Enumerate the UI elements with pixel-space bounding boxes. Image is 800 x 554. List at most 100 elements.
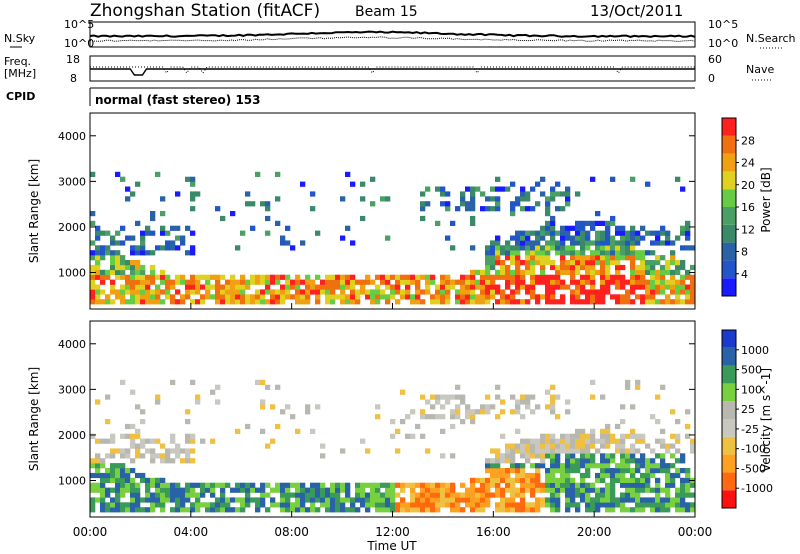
heatmap-cell bbox=[130, 423, 136, 430]
heatmap-cell bbox=[560, 260, 566, 266]
heatmap-cell bbox=[615, 274, 621, 280]
heatmap-cell bbox=[470, 191, 476, 197]
heatmap-cell bbox=[500, 299, 506, 305]
heatmap-cell bbox=[515, 230, 521, 236]
heatmap-cell bbox=[435, 394, 441, 400]
heatmap-cell bbox=[555, 438, 561, 444]
heatmap-cell bbox=[580, 487, 586, 493]
heatmap-cell bbox=[470, 284, 476, 290]
heatmap-cell bbox=[415, 502, 421, 508]
heatmap-cell bbox=[565, 448, 571, 454]
heatmap-cell bbox=[300, 289, 306, 295]
heatmap-cell bbox=[505, 468, 511, 474]
heatmap-cell bbox=[185, 492, 191, 498]
heatmap-cell bbox=[240, 279, 246, 285]
heatmap-cell bbox=[635, 235, 641, 241]
heatmap-cell bbox=[460, 274, 466, 280]
heatmap-cell bbox=[610, 279, 616, 285]
heatmap-cell bbox=[460, 507, 466, 513]
heatmap-cell bbox=[255, 379, 261, 385]
heatmap-cell bbox=[320, 289, 326, 295]
heatmap-cell bbox=[665, 463, 671, 469]
heatmap-cell bbox=[635, 492, 641, 498]
heatmap-cell bbox=[290, 414, 296, 420]
heatmap-cell bbox=[570, 225, 576, 231]
heatmap-cell bbox=[345, 274, 351, 280]
heatmap-cell bbox=[645, 284, 651, 290]
heatmap-cell bbox=[535, 404, 541, 410]
heatmap-cell bbox=[325, 284, 331, 290]
heatmap-cell bbox=[590, 497, 596, 503]
heatmap-cell bbox=[115, 274, 121, 280]
heatmap-cell bbox=[520, 487, 526, 493]
heatmap-cell bbox=[675, 458, 681, 464]
heatmap-cell bbox=[615, 438, 621, 444]
heatmap-cell bbox=[90, 250, 96, 256]
heatmap-cell bbox=[585, 472, 591, 479]
heatmap-cell bbox=[530, 206, 536, 212]
heatmap-cell bbox=[260, 274, 266, 280]
heatmap-cell bbox=[530, 294, 536, 300]
heatmap-cell bbox=[230, 507, 236, 513]
heatmap-cell bbox=[125, 448, 131, 454]
heatmap-cell bbox=[595, 492, 601, 498]
heatmap-cell bbox=[670, 502, 676, 508]
heatmap-cell bbox=[405, 433, 411, 439]
heatmap-cell bbox=[590, 463, 596, 469]
heatmap-cell bbox=[375, 274, 381, 280]
heatmap-cell bbox=[210, 492, 216, 498]
heatmap-cell bbox=[620, 448, 626, 454]
heatmap-cell bbox=[110, 433, 116, 439]
heatmap-cell bbox=[640, 264, 646, 271]
heatmap-cell bbox=[260, 428, 266, 434]
heatmap-cell bbox=[170, 279, 176, 285]
heatmap-cell bbox=[470, 196, 476, 202]
heatmap-cell bbox=[120, 482, 126, 488]
heatmap-cell bbox=[400, 389, 406, 395]
heatmap-cell bbox=[270, 279, 276, 285]
heatmap-cell bbox=[305, 299, 311, 305]
heatmap-cell bbox=[490, 245, 496, 251]
heatmap-cell bbox=[150, 438, 156, 444]
heatmap-cell bbox=[575, 279, 581, 285]
heatmap-cell bbox=[665, 279, 671, 285]
heatmap-cell bbox=[405, 289, 411, 295]
heatmap-cell bbox=[345, 492, 351, 498]
heatmap-cell bbox=[470, 245, 476, 251]
station-title: Zhongshan Station (fitACF) bbox=[90, 1, 320, 21]
heatmap-cell bbox=[570, 264, 576, 271]
heatmap-cell bbox=[505, 245, 511, 251]
heatmap-cell bbox=[460, 294, 466, 300]
heatmap-cell bbox=[340, 299, 346, 305]
heatmap-cell bbox=[660, 299, 666, 305]
heatmap-cell bbox=[615, 294, 621, 300]
heatmap-cell bbox=[495, 299, 501, 305]
heatmap-cell bbox=[355, 482, 361, 488]
heatmap-cell bbox=[545, 289, 551, 295]
heatmap-cell bbox=[525, 458, 531, 464]
heatmap-cell bbox=[520, 196, 526, 202]
heatmap-cell bbox=[555, 245, 561, 251]
heatmap-cell bbox=[515, 409, 521, 415]
heatmap-cell bbox=[430, 394, 436, 400]
heatmap-cell bbox=[410, 299, 416, 305]
heatmap-cell bbox=[115, 477, 121, 483]
heatmap-cell bbox=[400, 279, 406, 285]
heatmap-cell bbox=[580, 448, 586, 454]
heatmap-cell bbox=[625, 245, 631, 251]
heatmap-cell bbox=[95, 274, 101, 280]
heatmap-cell bbox=[255, 274, 261, 280]
heatmap-cell bbox=[610, 274, 616, 280]
heatmap-cell bbox=[450, 497, 456, 503]
heatmap-cell bbox=[580, 225, 586, 231]
heatmap-cell bbox=[645, 181, 651, 187]
heatmap-cell bbox=[660, 225, 666, 231]
heatmap-cell bbox=[160, 497, 166, 503]
heatmap-cell bbox=[510, 492, 516, 498]
heatmap-cell bbox=[535, 477, 541, 483]
heatmap-cell bbox=[410, 274, 416, 280]
heatmap-cell bbox=[470, 294, 476, 300]
heatmap-cell bbox=[125, 433, 131, 439]
heatmap-cell bbox=[605, 497, 611, 503]
heatmap-cell bbox=[280, 235, 286, 241]
